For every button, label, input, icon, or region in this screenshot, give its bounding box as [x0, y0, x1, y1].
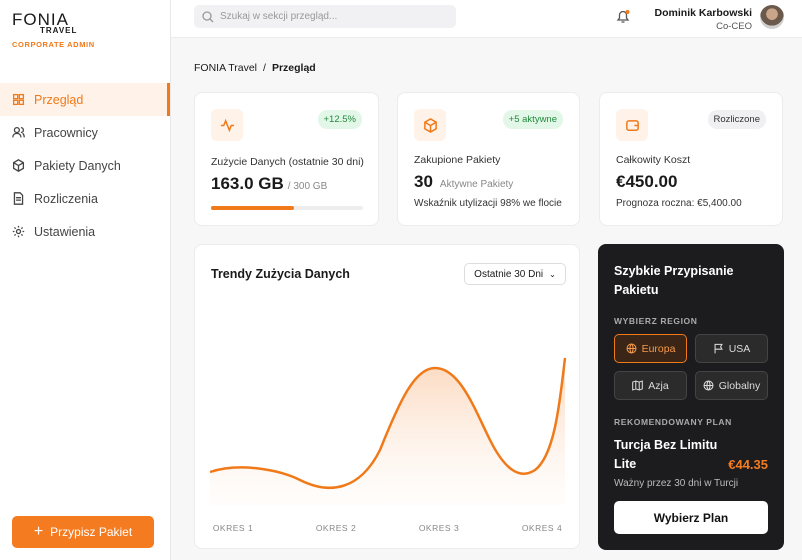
- badge: +12.5%: [317, 110, 362, 129]
- nav-item[interactable]: Ustawienia: [0, 215, 170, 248]
- nav-icon: [12, 225, 25, 238]
- user: Dominik Karbowski Co-CEO: [655, 7, 752, 32]
- nav-item[interactable]: Przegląd: [0, 83, 170, 116]
- nav-label: Rozliczenia: [34, 191, 98, 206]
- region-icon: [703, 380, 714, 391]
- region-option[interactable]: Globalny: [695, 371, 768, 400]
- nav-item[interactable]: Pakiety Danych: [0, 149, 170, 182]
- x-label: OKRES 1: [212, 523, 254, 533]
- badge: +5 aktywne: [502, 110, 563, 129]
- search[interactable]: Szukaj w sekcji przegląd...: [194, 5, 456, 28]
- range-select[interactable]: Ostatnie 30 Dni ⌄: [464, 263, 566, 285]
- value: 30: [414, 172, 433, 191]
- plan-price: €44.35: [728, 457, 768, 472]
- region-option[interactable]: USA: [695, 334, 768, 363]
- x-label: OKRES 3: [418, 523, 460, 533]
- x-label: OKRES 2: [315, 523, 357, 533]
- icon: [414, 109, 446, 141]
- card-label: Całkowity Koszt: [616, 154, 691, 166]
- search-icon: [202, 10, 214, 22]
- badge: Rozliczone: [707, 110, 766, 129]
- region-label: Globalny: [718, 379, 761, 392]
- quick-assign: Szybkie Przypisanie Pakietu WYBIERZ REGI…: [598, 244, 784, 550]
- range-label: Ostatnie 30 Dni: [474, 268, 544, 280]
- plus-icon: +: [33, 523, 44, 540]
- region-icon: [632, 380, 644, 391]
- nav-item[interactable]: Pracownicy: [0, 116, 170, 149]
- breadcrumb: FONIA Travel / Przegląd: [194, 62, 316, 74]
- icon: [211, 109, 243, 141]
- value-sub: / 300 GB: [287, 181, 328, 192]
- crumb: Przegląd: [271, 62, 316, 74]
- icon: [616, 109, 648, 141]
- nav-icon: [13, 192, 24, 205]
- chevron: ⌄: [549, 269, 556, 279]
- region-icon: [626, 343, 637, 354]
- nav-icon: [12, 126, 25, 138]
- nav-icon: [12, 93, 25, 106]
- card-value: €450.00: [616, 172, 678, 191]
- nav-label: Pracownicy: [34, 125, 98, 140]
- region-option[interactable]: Europa: [614, 334, 687, 363]
- region-icon: [714, 343, 723, 354]
- user-role: Co-CEO: [716, 21, 752, 32]
- quick-title: Szybkie Przypisanie Pakietu: [614, 264, 734, 297]
- region-label: USA: [728, 342, 751, 355]
- choose-plan-button[interactable]: Wybierz Plan: [614, 501, 768, 534]
- progress-bar: [211, 206, 294, 210]
- region-label: Azja: [648, 379, 669, 392]
- card-note: Wskaźnik utylizacji 98% we flocie: [414, 198, 562, 209]
- card-note: Prognoza roczna: €5,400.00: [616, 198, 742, 209]
- trend-title: Trendy Zużycia Danych: [211, 267, 350, 281]
- region-label: WYBIERZ REGION: [614, 316, 698, 326]
- cost-card: Rozliczone Całkowity Koszt €450.00 Progn…: [599, 92, 783, 226]
- assign-button[interactable]: + Przypisz Pakiet: [12, 516, 154, 548]
- nav-item[interactable]: Rozliczenia: [0, 182, 170, 215]
- avatar[interactable]: [760, 5, 784, 29]
- nav-icon: [12, 159, 25, 172]
- crumb-separator: /: [263, 62, 266, 74]
- card-value: 163.0 GB/ 300 GB: [211, 174, 327, 194]
- card-label: Zużycie Danych (ostatnie 30 dni): [211, 156, 364, 168]
- region-label: Europa: [641, 342, 676, 355]
- region-option[interactable]: Azja: [614, 371, 687, 400]
- card-value: 30 Aktywne Pakiety: [414, 172, 513, 192]
- card-label: Zakupione Pakiety: [414, 154, 501, 166]
- plan-name: Turcja Bez Limitu Lite: [614, 438, 718, 471]
- assign-label: Przypisz Pakiet: [50, 525, 133, 539]
- nav-label: Pakiety Danych: [34, 158, 121, 173]
- packages-card: +5 aktywne Zakupione Pakiety 30 Aktywne P…: [397, 92, 580, 226]
- nav-label: Ustawienia: [34, 224, 96, 239]
- progress-track: [211, 206, 363, 210]
- plan-label: REKOMENDOWANY PLAN: [614, 417, 732, 427]
- x-label: OKRES 4: [521, 523, 563, 533]
- user-name: Dominik Karbowski: [654, 7, 752, 19]
- value-sub: Aktywne Pakiety: [439, 179, 514, 190]
- sidebar: FONIA TRAVEL CORPORATE ADMIN + Przypisz P…: [0, 0, 171, 560]
- brand-role: CORPORATE ADMIN: [12, 40, 95, 49]
- crumb[interactable]: FONIA Travel: [194, 62, 258, 74]
- brand-name: FONIA: [12, 10, 69, 29]
- nav-label: Przegląd: [34, 92, 84, 107]
- trend-card: Trendy Zużycia Danych Ostatnie 30 Dni ⌄: [194, 244, 580, 549]
- value: 163.0 GB: [211, 174, 284, 193]
- bell[interactable]: [615, 9, 631, 25]
- plan-validity: Ważny przez 30 dni w Turcji: [614, 478, 739, 489]
- brand-sub: TRAVEL: [40, 26, 78, 35]
- search-placeholder: Szukaj w sekcji przegląd...: [220, 11, 338, 22]
- usage-card: +12.5% Zużycie Danych (ostatnie 30 dni) …: [194, 92, 379, 226]
